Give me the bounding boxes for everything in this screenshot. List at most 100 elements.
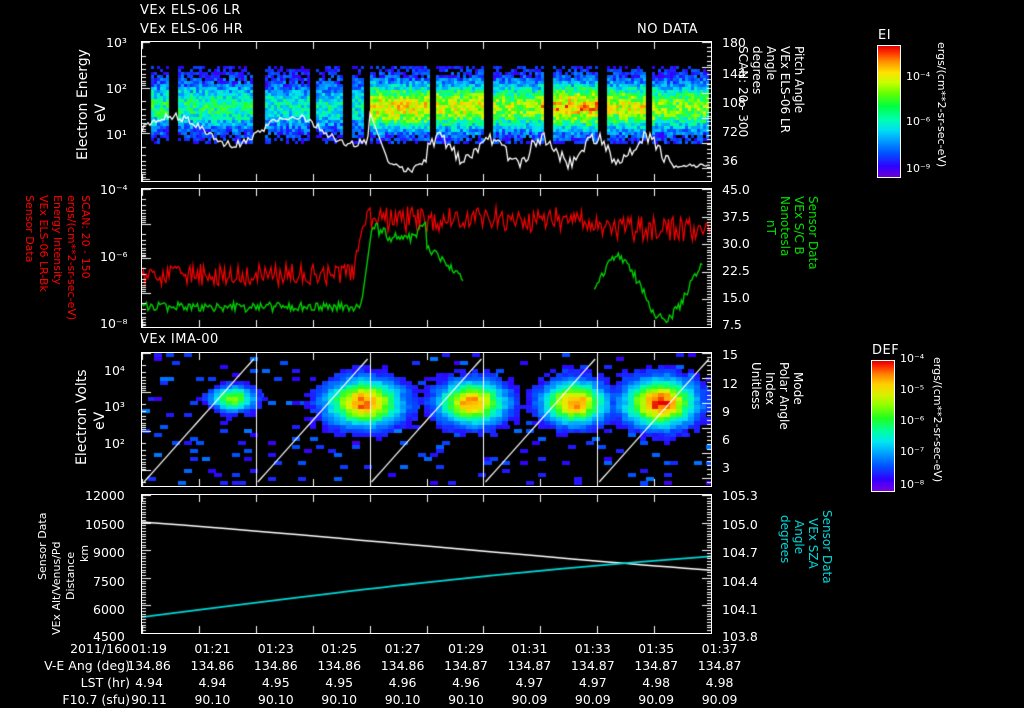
row-time-cell: 01:27 (384, 641, 421, 656)
p1-right-label-angle: Angle (764, 46, 778, 81)
p1-yaxis-units: eV (93, 103, 109, 122)
els-spectrogram-canvas (142, 42, 711, 181)
panel-els-spectrogram[interactable] (141, 41, 712, 182)
panel-altitude-sza[interactable] (141, 494, 712, 634)
row-f107-cell: 90.10 (194, 692, 231, 707)
row-lst-cell: 4.96 (452, 675, 480, 690)
row-ve-ang-label: V-E Ang (deg) (44, 658, 130, 673)
p4-right-tick-1050: 105.0 (722, 517, 758, 532)
colorbar2-tick-1: 10⁻⁴ (900, 352, 925, 365)
row-time-cell: 01:35 (638, 641, 675, 656)
row-ve-ang-cell: 134.86 (317, 658, 362, 673)
p4-right-label-sza: VEx SZA (806, 518, 820, 569)
p3-right-tick-6: 6 (722, 432, 730, 447)
row-ve-ang-cell: 134.86 (253, 658, 298, 673)
p2-ytick-1: 10⁻⁴ (100, 182, 128, 197)
p3-right-label-polar-angle: Polar Angle (777, 362, 791, 430)
p2-left-label-sensor-data: Sensor Data (23, 195, 36, 263)
title-els-hr: VEx ELS-06 HR (140, 22, 244, 37)
p1-right-tick-108: 108 (722, 95, 746, 110)
row-lst-label: LST (hr) (80, 675, 130, 690)
colorbar2-gradient (871, 360, 895, 492)
row-f107-cell: 90.09 (511, 692, 548, 707)
p4-right-tick-1041: 104.1 (722, 602, 758, 617)
row-time-label: 2011/160 (70, 641, 130, 656)
p4-ytick-7500: 7500 (93, 574, 125, 589)
p4-ytick-4500: 4500 (93, 629, 125, 644)
p3-right-label-unitless: Unitless (749, 362, 763, 410)
p2-right-tick-22: 22.5 (722, 263, 750, 278)
p1-right-tick-180: 180 (722, 35, 746, 50)
row-f107-cell: 90.10 (321, 692, 358, 707)
p2-right-tick-15: 15.0 (722, 290, 750, 305)
row-time-cell: 01:19 (130, 641, 168, 656)
ima-spectrogram-canvas (142, 353, 711, 486)
row-f107-cell: 90.10 (384, 692, 421, 707)
p1-right-label-degrees: degrees (750, 46, 764, 95)
p4-left-label-sensor-data: Sensor Data (36, 512, 49, 580)
row-ve-ang-cell: 134.86 (190, 658, 235, 673)
p1-right-tick-72: 72 (722, 124, 738, 139)
p2-right-tick-37: 37.5 (722, 209, 750, 224)
p4-ytick-6000: 6000 (93, 602, 125, 617)
colorbar1-gradient (877, 45, 901, 178)
p3-right-label-index: Index (763, 372, 777, 406)
p4-ytick-12000: 12000 (85, 488, 125, 503)
row-f107-label: F10.7 (sfu) (62, 692, 130, 707)
row-time-cell: 01:21 (194, 641, 231, 656)
p1-ytick-2: 10² (106, 81, 127, 96)
p2-left-label-scan: SCAN: 20 - 150 (79, 195, 92, 279)
row-f107-cell: 90.11 (131, 692, 167, 707)
row-lst-cell: 4.97 (578, 675, 607, 690)
p2-left-label-energy-intensity: Energy Intensity (51, 195, 64, 285)
p2-left-label-units: ergs/(cm**2-sr-sec-eV) (65, 195, 78, 321)
p2-right-tick-30: 30.0 (722, 236, 750, 251)
title-ima: VEx IMA-00 (140, 332, 219, 347)
p4-right-tick-1047: 104.7 (722, 545, 758, 560)
p1-yaxis-title: Electron Energy (75, 49, 91, 160)
p4-left-label-km: km (78, 544, 91, 562)
colorbar1-tick-3: 10⁻⁹ (906, 162, 931, 175)
row-lst-cell: 4.97 (515, 675, 544, 690)
row-lst-cell: 4.95 (325, 675, 354, 690)
row-f107-cell: 90.09 (574, 692, 611, 707)
colorbar2-units: ergs/(cm**2-sr-sec-eV) (931, 357, 944, 483)
p2-right-label-sensor-data: Sensor Data (806, 196, 820, 270)
row-time-cell: 01:29 (447, 641, 485, 656)
p1-right-tick-36: 36 (722, 153, 738, 168)
p3-yaxis-units: eV (92, 411, 108, 430)
colorbar1-units: ergs/(cm**2-sr-sec-eV) (935, 42, 948, 168)
row-time-cell: 01:31 (511, 641, 548, 656)
intensity-magfield-canvas (142, 189, 711, 327)
p4-right-label-degrees: degrees (778, 515, 792, 564)
p3-yaxis-title: Electron Volts (74, 369, 90, 465)
colorbar2-tick-5: 10⁻⁸ (900, 478, 925, 491)
row-lst-cell: 4.98 (705, 675, 734, 690)
p2-right-tick-7: 7.5 (722, 317, 742, 332)
p4-right-tick-1038: 103.8 (722, 629, 758, 644)
p2-right-label-nanotesla: Nanotesla (778, 196, 792, 257)
row-ve-ang-cell: 134.86 (127, 658, 171, 673)
p2-right-label-instrument: VEx S/C B (792, 196, 806, 255)
row-time-cell: 01:37 (701, 641, 738, 656)
row-f107-cell: 90.10 (257, 692, 294, 707)
row-time-cell: 01:25 (321, 641, 358, 656)
altitude-sza-canvas (142, 495, 711, 633)
p3-right-tick-9: 9 (722, 404, 730, 419)
p2-right-label-nt: nT (764, 220, 778, 235)
colorbar2-tick-4: 10⁻⁷ (900, 445, 925, 458)
row-lst-cell: 4.96 (388, 675, 417, 690)
p4-right-tick-1044: 104.4 (722, 574, 758, 589)
panel-intensity-magfield[interactable] (141, 188, 712, 328)
p3-right-tick-15: 15 (722, 347, 738, 362)
p4-right-label-sensor-data: Sensor Data (820, 510, 834, 584)
no-data-label: NO DATA (637, 22, 699, 37)
row-f107-cell: 90.10 (448, 692, 484, 707)
row-ve-ang-cell: 134.87 (697, 658, 742, 673)
panel-ima-spectrogram[interactable] (141, 352, 712, 487)
p3-right-tick-3: 3 (722, 460, 730, 475)
row-lst-cell: 4.94 (135, 675, 163, 690)
row-ve-ang-cell: 134.87 (570, 658, 615, 673)
colorbar1-title: EI (878, 28, 892, 43)
